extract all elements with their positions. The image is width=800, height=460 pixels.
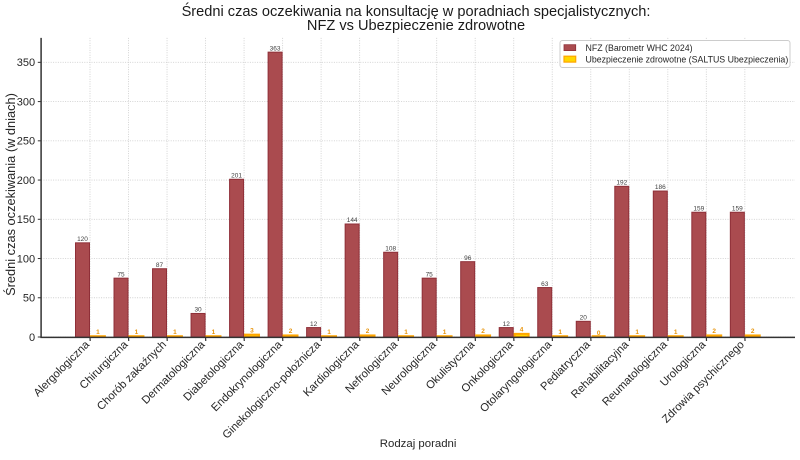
svg-text:87: 87 [156,262,164,269]
svg-text:63: 63 [541,281,549,288]
svg-text:NFZ (Barometr WHC 2024): NFZ (Barometr WHC 2024) [586,43,693,53]
svg-text:12: 12 [503,321,511,328]
svg-text:159: 159 [732,205,743,212]
svg-text:186: 186 [655,184,666,191]
svg-text:1: 1 [558,329,562,336]
svg-text:0: 0 [597,330,601,337]
svg-text:1: 1 [173,329,177,336]
svg-text:2: 2 [366,328,370,335]
svg-text:150: 150 [17,214,35,226]
svg-text:192: 192 [616,180,627,187]
svg-text:1: 1 [443,329,447,336]
svg-text:1: 1 [212,329,216,336]
svg-text:0: 0 [29,332,35,344]
svg-text:100: 100 [17,253,35,265]
svg-text:1: 1 [674,329,678,336]
svg-text:1: 1 [635,329,639,336]
svg-text:159: 159 [693,205,704,212]
svg-text:1: 1 [135,329,139,336]
svg-text:30: 30 [194,307,202,314]
svg-text:363: 363 [270,45,281,52]
svg-text:NFZ vs Ubezpieczenie zdrowotne: NFZ vs Ubezpieczenie zdrowotne [307,18,525,34]
svg-text:Rodzaj poradni: Rodzaj poradni [380,438,457,450]
svg-text:2: 2 [712,328,716,335]
svg-text:75: 75 [426,271,434,278]
svg-text:1: 1 [96,329,100,336]
svg-text:2: 2 [481,328,485,335]
svg-text:108: 108 [385,245,396,252]
svg-text:20: 20 [580,315,588,322]
svg-text:200: 200 [17,175,35,187]
svg-text:1: 1 [327,329,331,336]
svg-text:96: 96 [464,255,472,262]
svg-text:250: 250 [17,136,35,148]
svg-text:120: 120 [77,236,88,243]
svg-text:2: 2 [289,328,293,335]
svg-text:50: 50 [23,293,35,305]
svg-text:2: 2 [751,328,755,335]
svg-text:201: 201 [231,172,242,179]
svg-text:350: 350 [17,57,35,69]
svg-text:144: 144 [347,217,358,224]
svg-text:75: 75 [117,271,125,278]
svg-text:3: 3 [250,327,254,334]
svg-text:300: 300 [17,96,35,108]
svg-text:4: 4 [520,327,524,334]
svg-text:1: 1 [404,329,408,336]
svg-text:Średni czas oczekiwania (w dni: Średni czas oczekiwania (w dniach) [3,93,18,296]
svg-text:Ubezpieczenie zdrowotne (SALTU: Ubezpieczenie zdrowotne (SALTUS Ubezpiec… [586,55,789,65]
svg-text:12: 12 [310,321,318,328]
